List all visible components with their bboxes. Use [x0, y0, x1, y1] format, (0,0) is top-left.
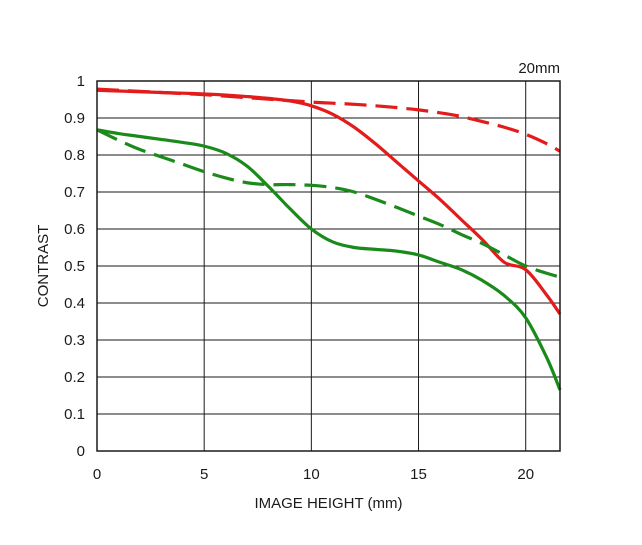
- x-tick-label: 15: [410, 466, 427, 483]
- y-tick-label: 0.9: [64, 110, 85, 127]
- y-tick-label: 0.8: [64, 147, 85, 164]
- y-tick-label: 0.6: [64, 221, 85, 238]
- y-tick-labels: 0 0.1 0.2 0.3 0.4 0.5 0.6 0.7 0.8 0.9 1: [64, 73, 85, 460]
- plot-frame: [96, 80, 561, 452]
- y-axis-title: CONTRAST: [35, 225, 52, 308]
- series-line-green-solid: [96, 128, 562, 391]
- y-tick-label: 0.2: [64, 369, 85, 386]
- x-axis-title: IMAGE HEIGHT (mm): [254, 495, 402, 512]
- x-tick-label: 20: [517, 466, 534, 483]
- x-tick-label: 0: [93, 466, 101, 483]
- y-tick-label: 0.4: [64, 295, 85, 312]
- series-lines: [96, 87, 562, 391]
- series-line-red-solid: [96, 88, 562, 316]
- y-tick-label: 1: [77, 73, 85, 90]
- y-tick-label: 0.1: [64, 406, 85, 423]
- x-tick-label: 10: [303, 466, 320, 483]
- y-tick-label: 0: [77, 443, 85, 460]
- y-tick-label: 0.5: [64, 258, 85, 275]
- y-tick-label: 0.7: [64, 184, 85, 201]
- x-tick-labels: 0 5 10 15 20: [93, 466, 534, 483]
- series-line-red-dashed: [96, 87, 561, 153]
- x-tick-label: 5: [200, 466, 208, 483]
- grid-lines: [96, 80, 560, 452]
- y-tick-label: 0.3: [64, 332, 85, 349]
- focal-length-label: 20mm: [518, 60, 560, 77]
- series-line-green-dashed: [96, 128, 561, 279]
